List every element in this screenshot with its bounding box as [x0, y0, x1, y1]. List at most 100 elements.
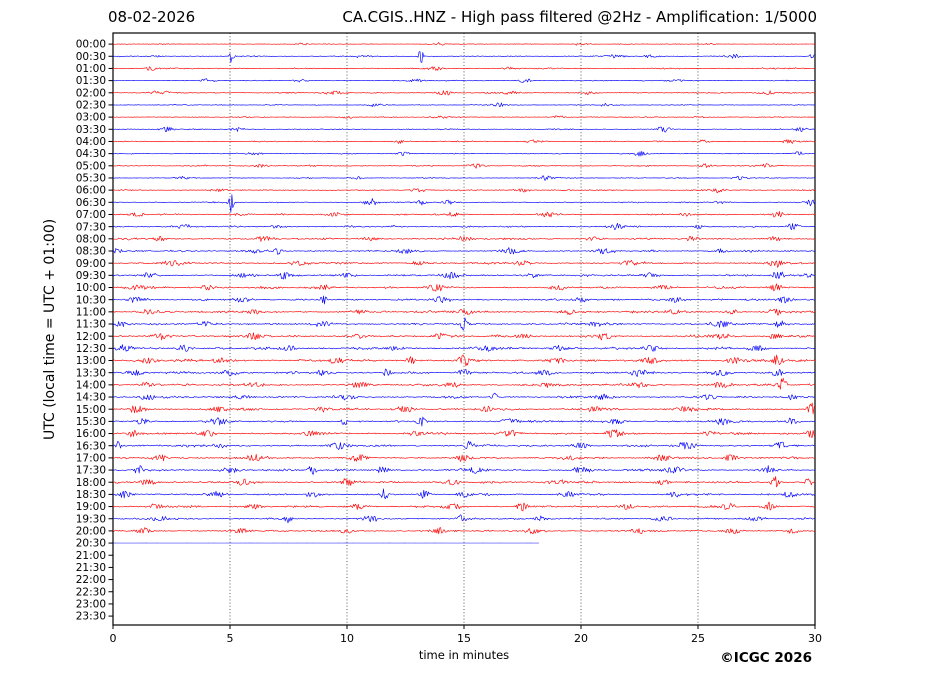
trace-row-1130 — [112, 317, 816, 331]
y-tick-label: 07:30 — [76, 221, 106, 233]
y-tick-label: 14:30 — [76, 392, 106, 404]
x-tick-label: 0 — [110, 632, 117, 645]
trace-row-0730 — [112, 222, 816, 231]
y-tick-label: 06:30 — [76, 197, 106, 209]
y-tick-label: 04:00 — [76, 136, 106, 148]
y-tick-label: 00:30 — [76, 51, 106, 63]
y-tick-label: 14:00 — [76, 379, 106, 391]
y-tick-label: 16:30 — [76, 440, 106, 452]
y-tick-label: 01:30 — [76, 75, 106, 87]
y-tick-label: 05:30 — [76, 173, 106, 185]
date-title: 08-02-2026 — [108, 8, 196, 26]
y-tick-label: 11:30 — [76, 319, 106, 331]
trace-row-1600 — [112, 429, 816, 438]
y-tick-label: 20:00 — [76, 526, 106, 538]
y-tick-label: 01:00 — [76, 63, 106, 75]
trace-row-0800 — [112, 235, 816, 242]
trace-row-1500 — [112, 402, 816, 415]
trace-row-1830 — [112, 488, 816, 500]
x-axis-label: time in minutes — [418, 648, 510, 662]
trace-row-0600 — [112, 188, 816, 194]
y-tick-label: 05:00 — [76, 160, 106, 172]
y-tick-label: 16:00 — [76, 428, 106, 440]
trace-row-0100 — [113, 66, 816, 71]
trace-row-1430 — [112, 392, 816, 401]
y-tick-label: 08:30 — [76, 246, 106, 258]
y-tick-label: 18:30 — [76, 489, 106, 501]
trace-row-0330 — [112, 126, 815, 133]
y-tick-label: 15:00 — [76, 404, 106, 416]
trace-row-1400 — [112, 377, 816, 390]
x-tick-label: 15 — [457, 632, 471, 645]
trace-row-0130 — [112, 78, 816, 83]
y-tick-label: 10:00 — [76, 282, 106, 294]
trace-row-1200 — [112, 332, 816, 341]
trace-row-1900 — [112, 501, 816, 512]
y-tick-label: 17:00 — [76, 452, 106, 464]
trace-row-0630 — [112, 194, 816, 213]
y-tick-label: 03:00 — [76, 112, 106, 124]
y-tick-label: 07:00 — [76, 209, 106, 221]
y-tick-label: 02:00 — [76, 87, 106, 99]
trace-row-1630 — [112, 440, 816, 450]
x-tick-label: 10 — [340, 632, 354, 645]
trace-row-1800 — [112, 476, 816, 488]
trace-row-0700 — [112, 211, 816, 218]
y-tick-label: 23:30 — [76, 611, 106, 623]
y-tick-label: 10:30 — [76, 294, 106, 306]
copyright-credit: ©ICGC 2026 — [720, 650, 812, 666]
y-tick-label: 23:00 — [76, 599, 106, 611]
trace-row-0200 — [112, 90, 816, 96]
trace-row-1930 — [112, 514, 815, 524]
y-tick-label: 03:30 — [76, 124, 106, 136]
trace-row-0830 — [112, 247, 816, 255]
y-tick-label: 12:00 — [76, 331, 106, 343]
y-tick-label: 12:30 — [76, 343, 106, 355]
y-tick-label: 13:00 — [76, 355, 106, 367]
y-tick-label: 06:00 — [76, 185, 106, 197]
y-tick-label: 21:30 — [76, 562, 106, 574]
trace-row-2000 — [112, 527, 816, 535]
y-tick-label: 17:30 — [76, 465, 106, 477]
y-tick-label: 22:00 — [76, 574, 106, 586]
trace-row-0030 — [112, 51, 816, 63]
y-tick-label: 15:30 — [76, 416, 106, 428]
trace-row-1300 — [112, 354, 816, 367]
y-tick-label: 21:00 — [76, 550, 106, 562]
trace-row-0000 — [113, 42, 816, 46]
trace-row-0430 — [112, 150, 815, 157]
y-tick-label: 02:30 — [76, 100, 106, 112]
x-tick-label: 5 — [227, 632, 234, 645]
y-tick-label: 19:30 — [76, 513, 106, 525]
trace-row-1330 — [112, 368, 816, 377]
trace-row-0930 — [112, 271, 816, 280]
trace-row-0500 — [113, 163, 816, 169]
y-tick-label: 13:30 — [76, 367, 106, 379]
y-tick-label: 09:30 — [76, 270, 106, 282]
trace-row-0900 — [112, 260, 816, 268]
trace-row-1100 — [112, 308, 816, 316]
trace-row-0400 — [112, 139, 816, 144]
y-tick-label: 18:00 — [76, 477, 106, 489]
y-tick-label: 19:00 — [76, 501, 106, 513]
trace-row-1700 — [112, 453, 815, 462]
trace-row-1730 — [112, 465, 816, 475]
y-tick-label: 22:30 — [76, 586, 106, 598]
x-tick-label: 30 — [808, 632, 822, 645]
x-tick-label: 25 — [691, 632, 705, 645]
trace-row-1000 — [112, 283, 816, 292]
trace-row-0300 — [112, 115, 816, 119]
y-tick-label: 08:00 — [76, 233, 106, 245]
y-tick-label: 04:30 — [76, 148, 106, 160]
trace-row-0530 — [112, 175, 816, 181]
trace-row-1530 — [112, 416, 816, 427]
y-tick-label: 00:00 — [76, 39, 106, 51]
x-tick-label: 20 — [574, 632, 588, 645]
y-tick-label: 11:00 — [76, 306, 106, 318]
trace-row-0230 — [112, 102, 816, 108]
trace-row-1230 — [112, 344, 816, 352]
y-tick-label: 20:30 — [76, 538, 106, 550]
trace-row-1030 — [112, 295, 816, 305]
